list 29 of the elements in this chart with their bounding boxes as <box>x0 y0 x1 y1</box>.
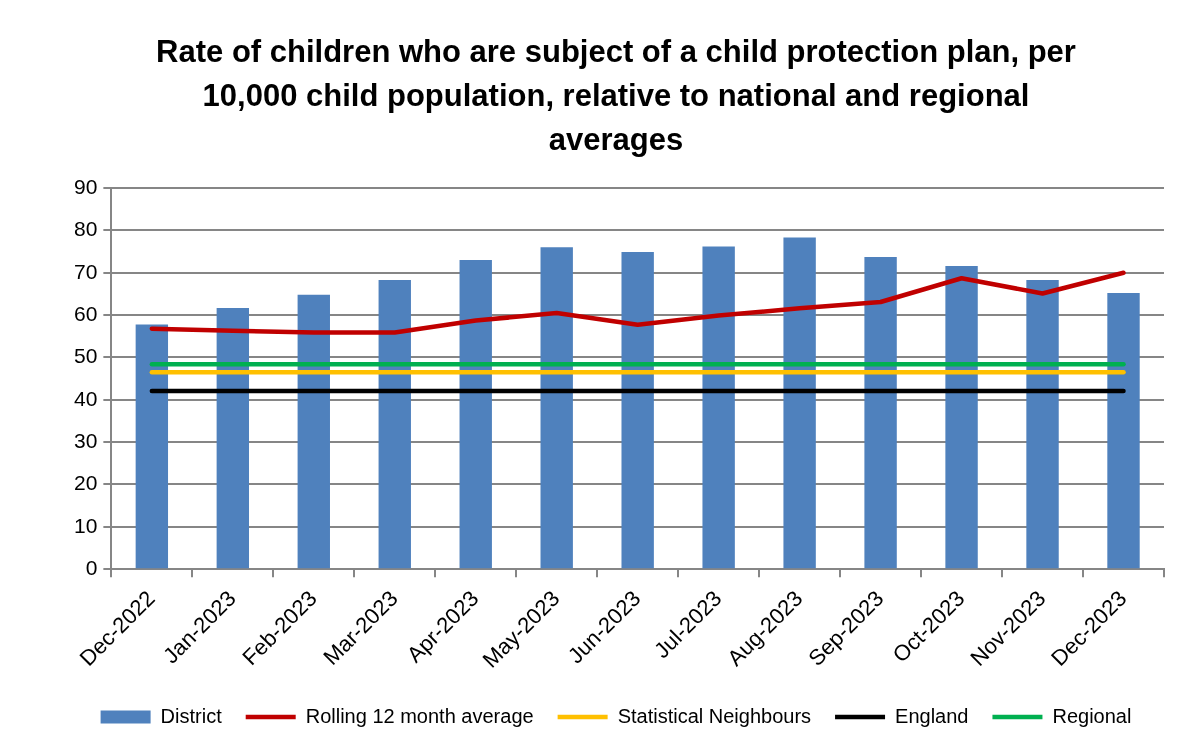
y-tick-label: 30 <box>74 428 98 452</box>
y-tick-label: 90 <box>74 174 98 198</box>
legend-label: District <box>160 704 223 727</box>
y-tick-label: 20 <box>74 471 98 495</box>
bar <box>1107 293 1140 569</box>
bar <box>864 257 897 569</box>
bar <box>783 237 816 569</box>
y-tick-label: 70 <box>74 259 98 283</box>
bar <box>459 260 492 569</box>
bar <box>216 307 250 569</box>
legend-label: Rolling 12 month average <box>305 704 534 727</box>
bar <box>702 246 735 569</box>
bar <box>135 324 169 569</box>
bar <box>297 294 330 569</box>
y-tick-label: 40 <box>74 386 98 410</box>
bar <box>540 247 573 569</box>
legend-label: Regional <box>1052 704 1132 727</box>
legend-label: England <box>895 704 969 727</box>
y-tick-label: 10 <box>74 513 98 537</box>
bar <box>621 252 654 569</box>
legend-label: Statistical Neighbours <box>617 704 812 727</box>
y-tick-label: 0 <box>85 555 98 579</box>
bar <box>378 279 411 569</box>
y-tick-label: 80 <box>74 217 98 241</box>
y-tick-label: 60 <box>74 301 98 325</box>
bar <box>1026 279 1059 569</box>
y-tick-label: 50 <box>74 344 98 368</box>
bar <box>945 265 978 569</box>
chart-title: Rate of children who are subject of a child protection plan, per 10,000 child population, relative to national and regional averages <box>156 33 1076 157</box>
